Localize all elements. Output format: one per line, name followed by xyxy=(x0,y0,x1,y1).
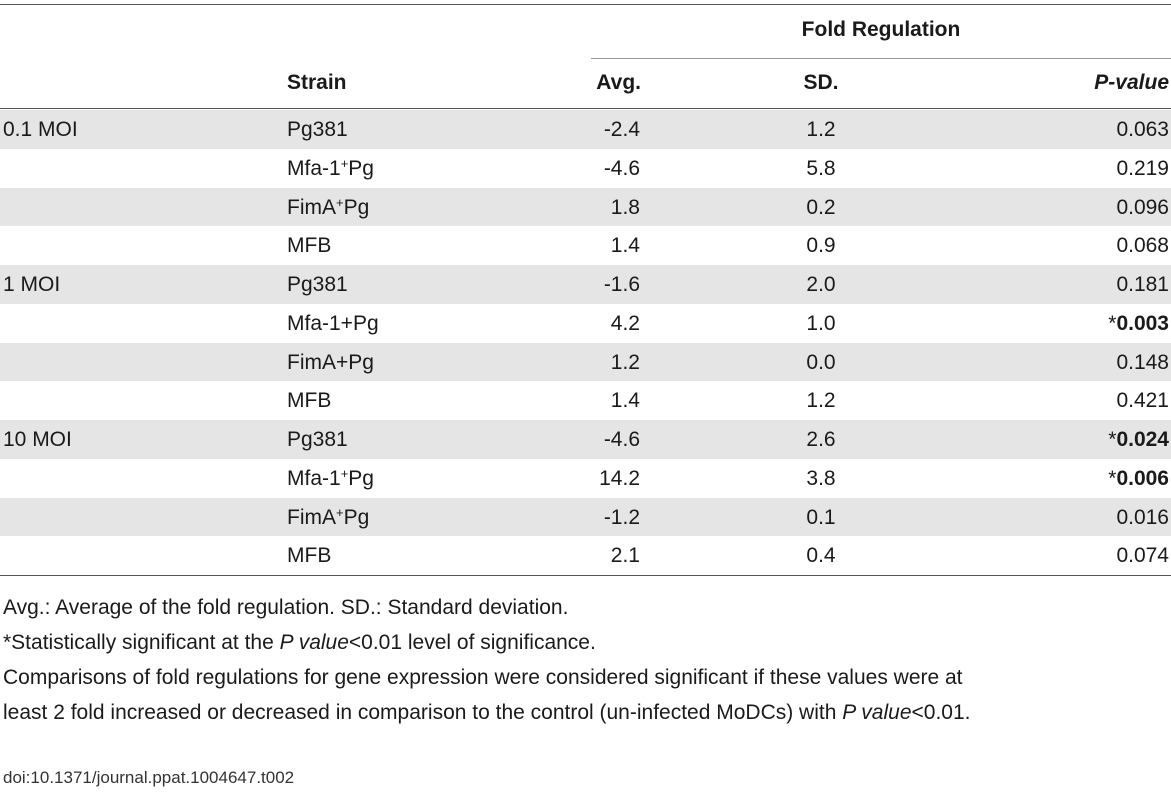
cell-p-value: *0.024 xyxy=(1108,428,1169,451)
footnote-comparison-line-1: Comparisons of fold regulations for gene… xyxy=(3,666,963,689)
table-row: Mfa-1+Pg 14.2 3.8 *0.006 xyxy=(0,459,1171,498)
cell-p-value: 0.181 xyxy=(1116,273,1169,296)
cell-strain: Pg381 xyxy=(287,428,348,451)
cell-p-value: *0.003 xyxy=(1108,311,1169,335)
cell-p-value: 0.148 xyxy=(1116,350,1169,374)
table-row: Mfa-1+Pg -4.6 5.8 0.219 xyxy=(0,149,1171,188)
cell-strain: MFB xyxy=(287,544,332,568)
cell-avg: 4.2 xyxy=(610,311,640,335)
table-row: 10 MOI Pg381 -4.6 2.6 *0.024 xyxy=(0,420,1171,459)
table-footnotes: Avg.: Average of the fold regulation. SD… xyxy=(3,590,1168,730)
cell-p-value: 0.074 xyxy=(1116,544,1169,568)
cell-p-value: *0.006 xyxy=(1108,466,1169,490)
table-body: 0.1 MOI Pg381 -2.4 1.2 0.063 Mfa-1+Pg -4.6 5.8 0… xyxy=(0,110,1171,575)
cell-strain: Pg381 xyxy=(287,118,348,141)
cell-moi-group: 1 MOI xyxy=(3,273,61,296)
column-header-sd: SD. xyxy=(803,71,839,94)
cell-strain: Pg381 xyxy=(287,273,348,296)
cell-sd: 0.9 xyxy=(806,234,836,258)
cell-sd: 1.0 xyxy=(806,311,836,335)
fold-regulation-header: Fold Regulation xyxy=(801,18,961,41)
cell-sd: 0.1 xyxy=(806,505,836,529)
table-row: FimA+Pg 1.8 0.2 0.096 xyxy=(0,187,1171,227)
cell-avg: 14.2 xyxy=(599,466,640,490)
doi-label: doi:10.1371/journal.ppat.1004647.t002 xyxy=(3,768,295,787)
cell-avg: 1.4 xyxy=(610,234,640,258)
cell-avg: -1.2 xyxy=(603,505,640,529)
column-header-p-value: P-value xyxy=(1094,71,1169,94)
cell-moi-group: 10 MOI xyxy=(3,428,72,451)
table-row: MFB 2.1 0.4 0.074 xyxy=(0,536,1171,575)
cell-sd: 2.0 xyxy=(806,273,836,296)
cell-p-value: 0.016 xyxy=(1116,505,1169,529)
column-header-strain: Strain xyxy=(287,71,347,94)
cell-p-value: 0.421 xyxy=(1116,389,1169,413)
cell-strain: Mfa-1+Pg xyxy=(287,155,374,180)
cell-strain: Mfa-1+Pg xyxy=(287,465,374,490)
group-header-rule xyxy=(591,58,1171,59)
cell-p-value: 0.096 xyxy=(1116,195,1169,219)
cell-avg: -1.6 xyxy=(603,273,640,296)
footnote-comparison-line-2: least 2 fold increased or decreased in c… xyxy=(3,701,971,724)
cell-strain: FimA+Pg xyxy=(287,350,374,374)
table-row: MFB 1.4 0.9 0.068 xyxy=(0,226,1171,265)
footnote-significance: *Statistically significant at the P valu… xyxy=(3,631,596,654)
table-row: 1 MOI Pg381 -1.6 2.0 0.181 xyxy=(0,265,1171,304)
table-top-rule xyxy=(0,4,1171,5)
cell-sd: 0.2 xyxy=(806,195,836,219)
table-bottom-rule xyxy=(0,575,1171,576)
cell-moi-group: 0.1 MOI xyxy=(3,118,78,141)
table-row: FimA+Pg 1.2 0.0 0.148 xyxy=(0,342,1171,382)
cell-p-value: 0.219 xyxy=(1116,156,1169,180)
cell-avg: 1.4 xyxy=(610,389,640,413)
cell-sd: 5.8 xyxy=(806,156,836,180)
cell-avg: 2.1 xyxy=(610,544,640,568)
cell-avg: -2.4 xyxy=(603,118,640,141)
table-row: Mfa-1+Pg 4.2 1.0 *0.003 xyxy=(0,304,1171,343)
column-header-avg: Avg. xyxy=(596,71,641,94)
cell-sd: 1.2 xyxy=(806,389,836,413)
cell-sd: 0.4 xyxy=(806,544,836,568)
cell-avg: 1.2 xyxy=(610,350,640,374)
cell-strain: FimA+Pg xyxy=(287,504,370,529)
cell-sd: 2.6 xyxy=(806,428,836,451)
cell-sd: 0.0 xyxy=(806,350,836,374)
cell-sd: 1.2 xyxy=(806,118,836,141)
cell-p-value: 0.068 xyxy=(1116,234,1169,258)
cell-avg: -4.6 xyxy=(603,428,640,451)
cell-sd: 3.8 xyxy=(806,466,836,490)
cell-strain: FimA+Pg xyxy=(287,194,370,219)
table-row: 0.1 MOI Pg381 -2.4 1.2 0.063 xyxy=(0,110,1171,149)
cell-avg: -4.6 xyxy=(603,156,640,180)
cell-strain: MFB xyxy=(287,389,332,413)
cell-strain: Mfa-1+Pg xyxy=(287,311,379,335)
table-row: FimA+Pg -1.2 0.1 0.016 xyxy=(0,497,1171,537)
table-row: MFB 1.4 1.2 0.421 xyxy=(0,381,1171,420)
cell-p-value: 0.063 xyxy=(1116,118,1169,141)
cell-strain: MFB xyxy=(287,234,332,258)
cell-avg: 1.8 xyxy=(610,195,640,219)
footnote-abbreviations: Avg.: Average of the fold regulation. SD… xyxy=(3,596,569,619)
header-rule xyxy=(0,108,1171,109)
